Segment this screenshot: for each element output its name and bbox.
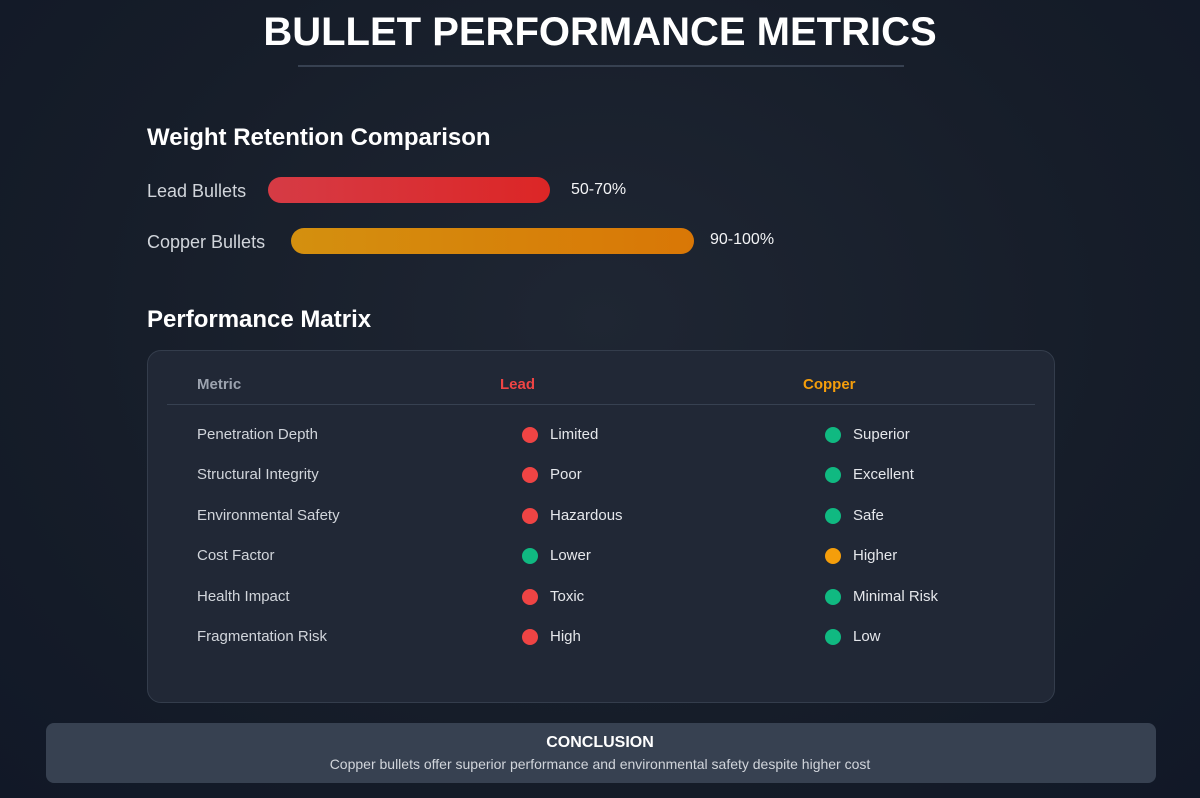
status-dot: [825, 588, 841, 605]
status-dot: [825, 507, 841, 524]
conclusion-box: [46, 723, 1156, 783]
status-dot: [522, 507, 538, 524]
column-header: Copper: [803, 376, 856, 393]
conclusion-text: Copper bullets offer superior performanc…: [329, 756, 871, 772]
lead-status: Poor: [550, 466, 582, 484]
bar-value: 50-70%: [571, 181, 627, 198]
bar-value: 90-100%: [710, 231, 775, 248]
retention-bar: [268, 177, 550, 203]
status-dot: [522, 548, 538, 565]
status-dot: [522, 588, 538, 605]
matrix-card: [147, 350, 1055, 703]
page-title: BULLET PERFORMANCE METRICS: [263, 10, 937, 54]
status-dot: [522, 427, 538, 443]
lead-status: Lower: [550, 547, 591, 565]
bar-label: Copper Bullets: [147, 232, 266, 252]
copper-status: Safe: [853, 506, 884, 524]
metric-name: Environmental Safety: [197, 506, 340, 524]
conclusion-title: CONCLUSION: [546, 734, 654, 751]
bar-label: Lead Bullets: [147, 181, 247, 201]
header-divider: [167, 404, 1035, 405]
retention-bar: [291, 228, 694, 254]
copper-status: Low: [853, 628, 881, 645]
lead-status: High: [550, 628, 581, 645]
section-title: Weight Retention Comparison: [147, 124, 491, 151]
status-dot: [825, 467, 841, 484]
metric-name: Structural Integrity: [197, 466, 319, 484]
metric-name: Cost Factor: [197, 547, 275, 565]
column-header: Metric: [197, 376, 242, 393]
copper-status: Higher: [853, 547, 898, 565]
metric-name: Penetration Depth: [197, 426, 318, 443]
metric-name: Health Impact: [197, 587, 290, 605]
status-dot: [825, 427, 841, 443]
lead-status: Toxic: [550, 587, 585, 605]
copper-status: Superior: [853, 426, 910, 443]
section-title: Performance Matrix: [147, 306, 372, 333]
status-dot: [825, 629, 841, 645]
column-header: Lead: [500, 376, 536, 393]
status-dot: [825, 548, 841, 565]
copper-status: Excellent: [853, 466, 914, 484]
lead-status: Limited: [550, 426, 599, 443]
lead-status: Hazardous: [550, 506, 623, 524]
status-dot: [522, 467, 538, 484]
title-rule: [298, 65, 904, 67]
status-dot: [522, 629, 538, 645]
metric-name: Fragmentation Risk: [197, 628, 328, 645]
copper-status: Minimal Risk: [853, 587, 939, 605]
